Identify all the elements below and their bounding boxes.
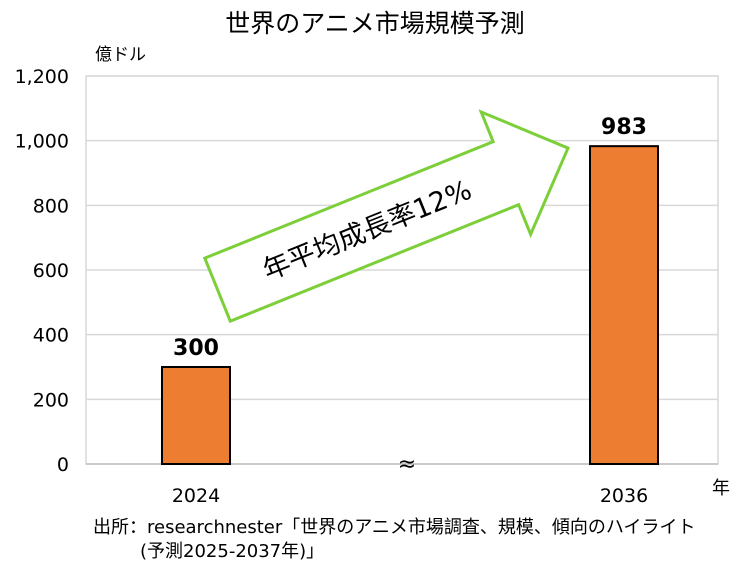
y-tick-label: 600	[33, 260, 69, 282]
growth-arrow: 年平均成長率12%	[202, 109, 571, 324]
arrow-shape	[202, 109, 571, 324]
x-axis-unit: 年	[712, 478, 730, 499]
chart-title: 世界のアニメ市場規模予測	[225, 9, 525, 38]
bar	[161, 366, 231, 465]
y-tick-label: 1,000	[15, 131, 69, 153]
axis-break-mark: ≈	[398, 452, 416, 477]
y-tick-label: 0	[57, 454, 69, 476]
x-tick-label: 2036	[600, 485, 648, 507]
source-line-2: (予測2025-2037年)」	[140, 541, 325, 562]
data-label: 983	[601, 115, 647, 140]
y-tick-label: 200	[33, 389, 69, 411]
source-note: 出所：researchnester「世界のアニメ市場調査、規模、傾向のハイライト…	[93, 516, 696, 564]
source-line-1: 出所：researchnester「世界のアニメ市場調査、規模、傾向のハイライト	[93, 517, 696, 538]
bar	[589, 145, 659, 465]
y-axis-unit: 億ドル	[95, 45, 146, 65]
y-tick-label: 400	[33, 325, 69, 347]
y-tick-label: 1,200	[15, 66, 69, 88]
x-tick-label: 2024	[172, 485, 220, 507]
y-tick-label: 800	[33, 195, 69, 217]
data-label: 300	[173, 336, 219, 361]
